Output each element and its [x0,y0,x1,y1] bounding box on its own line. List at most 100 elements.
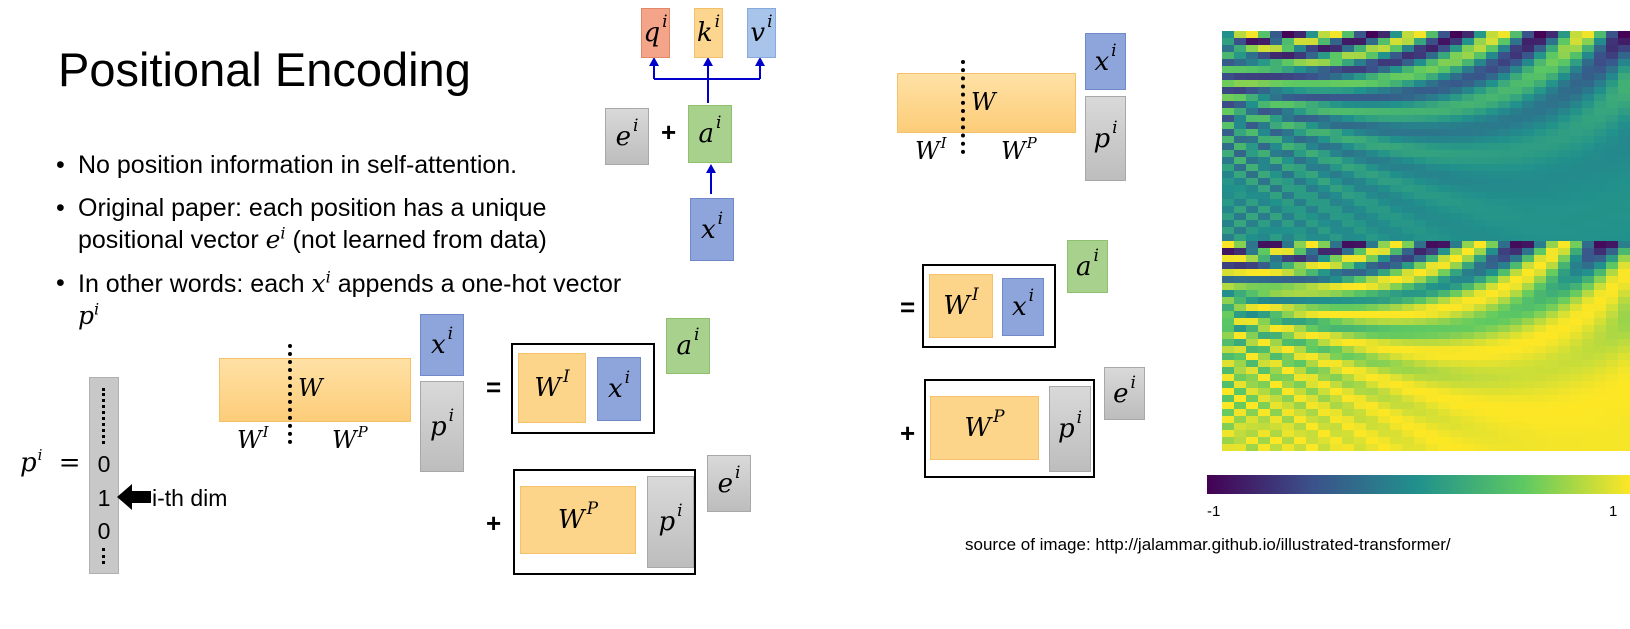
heatmap-cell [1594,38,1607,46]
heatmap-cell [1522,157,1535,165]
heatmap-cell [1522,374,1535,382]
heatmap-cell [1378,150,1391,158]
heatmap-cell [1558,185,1571,193]
heatmap-cell [1402,430,1415,438]
heatmap-cell [1414,164,1427,172]
heatmap-cell [1402,87,1415,95]
heatmap-cell [1414,31,1427,39]
heatmap-cell [1474,325,1487,333]
heatmap-cell [1438,171,1451,179]
heatmap-cell [1582,80,1595,88]
heatmap-cell [1234,297,1247,305]
heatmap-cell [1618,157,1630,165]
heatmap-cell [1498,367,1511,375]
heatmap-cell [1450,332,1463,340]
heatmap-cell [1222,66,1235,74]
heatmap-cell [1594,171,1607,179]
heatmap-cell [1534,402,1547,410]
heatmap-cell [1318,416,1331,424]
heatmap-cell [1378,38,1391,46]
heatmap-cell [1258,430,1271,438]
heatmap-cell [1258,73,1271,81]
heatmap-cell [1222,122,1235,130]
heatmap-cell [1390,395,1403,403]
heatmap-cell [1306,115,1319,123]
heatmap-cell [1606,444,1619,451]
heatmap-cell [1426,87,1439,95]
heatmap-cell [1342,276,1355,284]
heatmap-cell [1234,241,1247,249]
heatmap-cell [1522,444,1535,451]
heatmap-cell [1498,171,1511,179]
heatmap-cell [1618,73,1630,81]
heatmap-cell [1438,129,1451,137]
heatmap-cell [1462,367,1475,375]
heatmap-cell [1522,430,1535,438]
heatmap-cell [1510,52,1523,60]
heatmap-cell [1402,101,1415,109]
heatmap-cell [1534,31,1547,39]
heatmap-cell [1258,94,1271,102]
heatmap-cell [1450,136,1463,144]
heatmap-cell [1558,241,1571,249]
heatmap-cell [1258,220,1271,228]
heatmap-cell [1450,325,1463,333]
positional-encoding-heatmap [1222,31,1630,451]
heatmap-cell [1534,444,1547,451]
heatmap-cell [1378,178,1391,186]
heatmap-cell [1366,136,1379,144]
heatmap-cell [1306,80,1319,88]
heatmap-cell [1234,395,1247,403]
heatmap-cell [1318,367,1331,375]
heatmap-cell [1498,122,1511,130]
heatmap-cell [1558,206,1571,214]
heatmap-cell [1282,402,1295,410]
heatmap-cell [1486,241,1499,249]
heatmap-cell [1450,416,1463,424]
heatmap-cell [1306,283,1319,291]
heatmap-cell [1354,122,1367,130]
heatmap-cell [1546,73,1559,81]
heatmap-cell [1378,136,1391,144]
heatmap-cell [1462,423,1475,431]
heatmap-cell [1594,234,1607,242]
heatmap-cell [1294,255,1307,263]
heatmap-cell [1438,101,1451,109]
heatmap-cell [1330,346,1343,354]
heatmap-cell [1534,311,1547,319]
qkv-arrows [649,57,765,194]
heatmap-cell [1282,283,1295,291]
heatmap-cell [1618,290,1630,298]
heatmap-cell [1618,311,1630,319]
heatmap-cell [1390,66,1403,74]
heatmap-cell [1234,164,1247,172]
heatmap-cell [1222,367,1235,375]
heatmap-cell [1462,206,1475,214]
heatmap-cell [1462,185,1475,193]
heatmap-cell [1414,367,1427,375]
heatmap-cell [1582,339,1595,347]
heatmap-cell [1426,59,1439,67]
heatmap-cell [1414,339,1427,347]
heatmap-cell [1366,101,1379,109]
heatmap-cell [1246,248,1259,256]
heatmap-cell [1618,388,1630,396]
heatmap-cell [1390,318,1403,326]
heatmap-cell [1402,143,1415,151]
heatmap-cell [1570,248,1583,256]
heatmap-cell [1234,409,1247,417]
heatmap-cell [1258,276,1271,284]
heatmap-cell [1342,332,1355,340]
heatmap-cell [1294,304,1307,312]
heatmap-cell [1414,80,1427,88]
heatmap-cell [1582,227,1595,235]
heatmap-cell [1270,346,1283,354]
heatmap-cell [1234,73,1247,81]
heatmap-cell [1534,143,1547,151]
heatmap-cell [1546,304,1559,312]
heatmap-cell [1342,297,1355,305]
heatmap-cell [1330,297,1343,305]
heatmap-cell [1258,346,1271,354]
heatmap-cell [1438,444,1451,451]
heatmap-cell [1546,311,1559,319]
